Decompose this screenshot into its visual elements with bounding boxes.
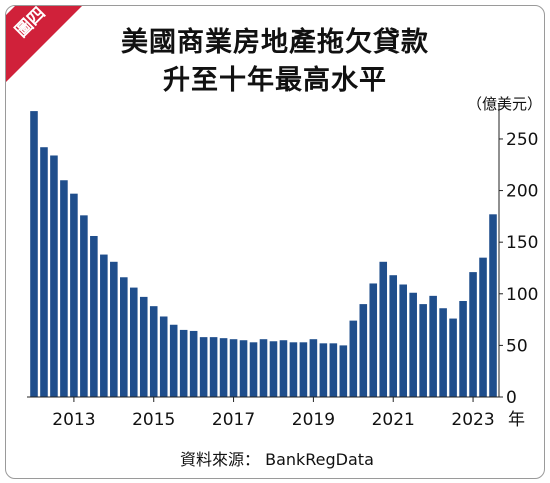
bar-2021Q1 xyxy=(389,275,398,397)
x-axis-unit-label: 年 xyxy=(508,410,525,430)
y-tick-label: 200 xyxy=(506,182,538,202)
bar-2020Q1 xyxy=(349,320,358,397)
bar-2014Q3 xyxy=(129,287,138,397)
bar-2018Q4 xyxy=(299,342,308,397)
bar-2019Q2 xyxy=(319,343,328,397)
bar-2017Q3 xyxy=(249,342,258,397)
bar-2013Q2 xyxy=(80,215,88,397)
x-tick-label: 2015 xyxy=(132,410,175,430)
bar-2020Q4 xyxy=(379,261,388,397)
chart-title-line-1: 美國商業房地產拖欠貸款 xyxy=(121,27,429,58)
bar-2017Q2 xyxy=(239,340,248,397)
bar-2015Q2 xyxy=(159,316,168,397)
bar-2022Q1 xyxy=(429,295,437,397)
bar-2018Q2 xyxy=(279,340,288,397)
bar-2021Q2 xyxy=(399,284,407,397)
bar-2019Q1 xyxy=(309,339,318,397)
bar-2023Q3 xyxy=(489,214,497,397)
source-note: 資料來源： BankRegData xyxy=(180,450,374,469)
bar-2012Q3 xyxy=(50,155,58,397)
bar-2014Q4 xyxy=(139,296,148,397)
bar-2023Q1 xyxy=(469,272,477,397)
y-tick-label: 50 xyxy=(506,336,528,356)
bar-2022Q4 xyxy=(459,301,467,397)
y-tick-label: 0 xyxy=(506,388,517,408)
bar-2014Q1 xyxy=(110,261,118,397)
bar-2013Q3 xyxy=(90,235,98,397)
y-tick-label: 100 xyxy=(506,285,538,305)
y-tick-label: 250 xyxy=(506,130,538,150)
x-tick-label: 2017 xyxy=(212,410,255,430)
badge-ribbon xyxy=(6,6,82,82)
bar-2015Q4 xyxy=(179,329,188,397)
x-tick-label: 2021 xyxy=(372,410,415,430)
bar-2020Q3 xyxy=(369,283,378,397)
bar-2022Q3 xyxy=(449,318,457,397)
bar-2022Q2 xyxy=(439,308,447,397)
bar-2015Q1 xyxy=(149,306,158,397)
bar-2021Q3 xyxy=(409,292,417,397)
bar-2016Q4 xyxy=(219,338,228,397)
bar-2019Q3 xyxy=(329,343,338,397)
x-tick-label: 2013 xyxy=(52,410,95,430)
bar-2012Q2 xyxy=(40,147,48,397)
bar-2013Q4 xyxy=(100,254,108,397)
x-tick-label: 2019 xyxy=(292,410,335,430)
bar-2013Q1 xyxy=(70,193,78,397)
bar-2023Q2 xyxy=(479,257,487,397)
bar-2015Q3 xyxy=(169,324,178,397)
bar-2016Q2 xyxy=(199,337,208,397)
x-tick-label: 2023 xyxy=(451,410,494,430)
bar-2018Q1 xyxy=(269,341,278,397)
y-axis-unit-label: （億美元） xyxy=(466,95,542,113)
bar-2018Q3 xyxy=(289,342,298,397)
bar-2021Q4 xyxy=(419,304,427,397)
chart-title-line-2: 升至十年最高水平 xyxy=(163,65,387,96)
bar-2012Q1 xyxy=(30,111,38,397)
bar-2020Q2 xyxy=(359,304,368,397)
bar-2012Q4 xyxy=(60,180,68,397)
bar-2017Q4 xyxy=(259,339,268,397)
bar-2016Q3 xyxy=(209,337,218,397)
bar-2016Q1 xyxy=(189,330,198,397)
bar-2014Q2 xyxy=(120,277,128,397)
y-tick-label: 150 xyxy=(506,233,538,253)
bar-2019Q4 xyxy=(339,345,348,397)
bar-2017Q1 xyxy=(229,339,238,397)
badge xyxy=(6,6,82,82)
